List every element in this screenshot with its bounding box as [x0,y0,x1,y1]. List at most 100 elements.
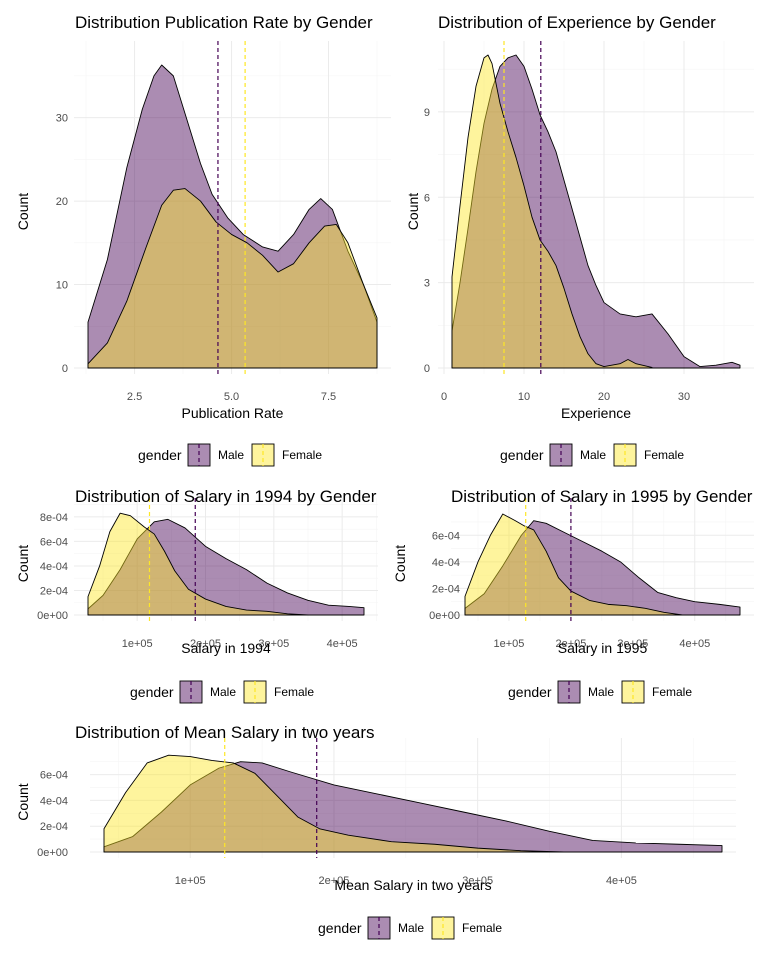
grid-lines [90,738,736,858]
x-tick-label: 3e+05 [258,638,289,650]
axis-ticks: 1e+05 2e+05 3e+05 4e+05 0e+00 2e-04 4e-04 6e-04… [37,512,357,650]
chart-title: Distribution of Experience by Gender [438,13,716,32]
y-tick-label: 3 [424,278,430,290]
legend: gender Male Female [318,916,502,940]
y-axis-title: Count [15,193,31,230]
chart-title: Distribution of Mean Salary in two years [75,723,375,742]
legend-key-female: Female [613,443,684,467]
x-tick-label: 4e+05 [327,638,358,650]
density-area-male [103,761,723,853]
legend-label: Female [644,448,684,462]
y-axis-title: Count [15,783,31,820]
y-tick-label: 2e-04 [40,585,68,597]
legend-label: Female [282,448,322,462]
legend-label: Male [398,921,424,935]
legend-key-female: Female [431,916,502,940]
x-tick-label: 4e+05 [679,638,710,650]
x-tick-label: 20 [598,391,610,403]
x-tick-label: 2e+05 [319,875,350,887]
y-tick-label: 10 [56,280,68,292]
chart-panel-4: 1e+05 2e+05 3e+05 4e+05 0e+00 2e-04 4e-04 6e-04… [392,487,754,704]
legend-label: Male [580,448,606,462]
x-tick-label: 7.5 [321,391,336,403]
y-tick-label: 4e-04 [40,561,68,573]
x-tick-label: 2e+05 [190,638,221,650]
x-tick-label: 4e+05 [606,875,637,887]
y-tick-label: 0e+00 [37,610,68,622]
legend-label: Female [652,685,692,699]
x-tick-label: 10 [518,391,530,403]
y-tick-label: 20 [56,196,68,208]
y-tick-label: 0e+00 [37,847,68,859]
density-area-female [87,512,309,616]
y-tick-label: 4e-04 [432,557,460,569]
legend-key-female: Female [243,680,314,704]
density-area-female [87,188,378,369]
y-tick-label: 0 [424,363,430,375]
y-tick-label: 30 [56,113,68,125]
legend: gender Male Female [500,443,684,467]
legend-key-male: Male [367,916,424,940]
legend-key-male: Male [179,680,236,704]
x-tick-label: 0 [441,391,447,403]
legend-key-male: Male [549,443,606,467]
x-tick-label: 1e+05 [494,638,525,650]
x-tick-label: 2.5 [127,391,142,403]
legend: gender Male Female [508,680,692,704]
legend-title: gender [508,684,552,700]
y-tick-label: 6e-04 [40,770,68,782]
x-axis-title: Salary in 1995 [558,640,648,656]
y-tick-label: 6 [424,192,430,204]
chart-panel-3: 1e+05 2e+05 3e+05 4e+05 0e+00 2e-04 4e-04 6e-04… [15,487,378,704]
legend: gender Male Female [130,680,314,704]
y-tick-label: 9 [424,107,430,119]
legend-title: gender [138,447,182,463]
density-area-male [451,54,741,369]
legend-key-male: Male [187,443,244,467]
chart-panel-1: 2.5 5.0 7.5 0 10 20 30 Distribution Publication… [15,13,391,467]
x-axis-title: Salary in 1994 [181,640,271,656]
y-tick-label: 6e-04 [432,530,460,542]
legend-key-female: Female [251,443,322,467]
density-area-female [451,54,653,369]
grid-lines [74,498,378,621]
legend: gender Male Female [138,443,322,467]
axis-ticks: 1e+05 2e+05 3e+05 4e+05 0e+00 2e-04 4e-04 6e-04 [429,530,710,650]
x-axis-title: Publication Rate [182,405,284,421]
y-tick-label: 2e-04 [432,583,460,595]
legend-label: Male [210,685,236,699]
legend-title: gender [318,920,362,936]
x-tick-label: 5.0 [224,391,239,403]
legend-title: gender [500,447,544,463]
y-tick-label: 8e-04 [40,512,68,524]
x-axis-title: Experience [561,405,631,421]
axis-ticks: 0 10 20 30 0 3 6 9 [424,107,690,403]
chart-title: Distribution of Salary in 1995 by Gender [451,487,753,506]
y-axis-title: Count [392,545,408,582]
chart-title: Distribution of Salary in 1994 by Gender [75,487,377,506]
legend-label: Female [462,921,502,935]
x-tick-label: 3e+05 [462,875,493,887]
y-tick-label: 4e-04 [40,795,68,807]
axis-ticks: 2.5 5.0 7.5 0 10 20 30 [56,113,336,403]
density-area-male [464,520,741,616]
x-axis-title: Mean Salary in two years [334,877,491,893]
axis-ticks: 1e+05 2e+05 3e+05 4e+05 0e+00 2e-04 4e-04 6e-04 [37,770,637,887]
chart-title: Distribution Publication Rate by Gender [75,13,373,32]
legend-label: Male [588,685,614,699]
chart-panel-5: 1e+05 2e+05 3e+05 4e+05 0e+00 2e-04 4e-04 6e-04… [15,723,736,940]
x-tick-label: 1e+05 [122,638,153,650]
y-tick-label: 0 [62,363,68,375]
y-tick-label: 2e-04 [40,821,68,833]
density-area-male [87,518,365,616]
chart-panel-2: 0 10 20 30 0 3 6 9 Distribution of Experience by… [405,13,754,467]
x-tick-label: 3e+05 [617,638,648,650]
legend-key-female: Female [621,680,692,704]
legend-key-male: Male [557,680,614,704]
legend-label: Female [274,685,314,699]
y-tick-label: 0e+00 [429,610,460,622]
x-tick-label: 30 [678,391,690,403]
legend-label: Male [218,448,244,462]
